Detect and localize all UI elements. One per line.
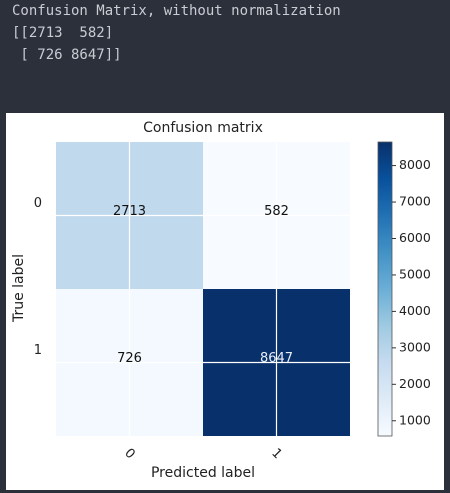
colorbar-tick-label: 4000 (399, 303, 431, 318)
chart-title: Confusion matrix (143, 120, 263, 136)
colorbar-tick-label: 3000 (399, 339, 431, 354)
colorbar-tick-label: 6000 (399, 230, 431, 245)
colorbar-tick-label: 2000 (399, 376, 431, 391)
cell-label: 2713 (113, 204, 146, 219)
figure: Confusion matrix Predicted label True la… (6, 113, 444, 490)
colorbar-tick-label: 5000 (399, 266, 431, 281)
y-axis-label: True label (11, 254, 27, 323)
console-output: Confusion Matrix, without normalization … (0, 0, 450, 110)
y-tick-label: 0 (34, 196, 42, 211)
colorbar (377, 141, 393, 437)
cell-label: 582 (264, 204, 289, 219)
console-line: [ 726 8647]] (12, 47, 122, 63)
cell-label: 726 (117, 351, 142, 366)
console-line: Confusion Matrix, without normalization (12, 3, 341, 19)
x-axis-label: Predicted label (151, 465, 255, 481)
cell-label: 8647 (260, 351, 293, 366)
console-line: [[2713 582] (12, 25, 114, 41)
y-tick-label: 1 (34, 343, 42, 358)
colorbar-tick-label: 8000 (399, 157, 431, 172)
colorbar-tick-label: 7000 (399, 194, 431, 209)
colorbar-tick-label: 1000 (399, 412, 431, 427)
